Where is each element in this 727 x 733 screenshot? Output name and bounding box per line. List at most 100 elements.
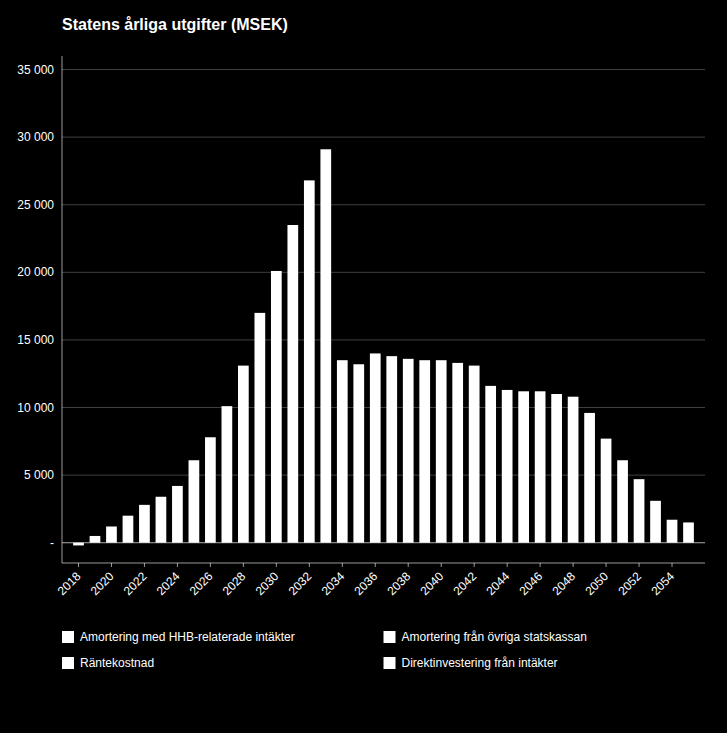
bar (584, 413, 595, 543)
x-tick (441, 563, 442, 567)
x-tick (243, 563, 244, 567)
bar (485, 386, 496, 543)
grid-line (62, 339, 705, 340)
bar (287, 225, 298, 543)
bar (320, 149, 331, 542)
bar (238, 366, 249, 543)
bar (403, 359, 414, 543)
grid-line (62, 542, 705, 543)
bar (650, 501, 661, 543)
bar (518, 391, 529, 542)
bar (156, 497, 167, 543)
y-tick-label: 5 000 (24, 468, 54, 482)
grid-line (62, 204, 705, 205)
bar (419, 360, 430, 543)
bar (617, 460, 628, 542)
legend-swatch (62, 631, 74, 643)
y-axis-line (62, 56, 63, 563)
bar (123, 516, 134, 543)
x-tick-label: 2020 (88, 569, 117, 598)
x-tick-label: 2052 (615, 569, 644, 598)
bar (502, 390, 513, 543)
x-tick (375, 563, 376, 567)
x-tick (507, 563, 508, 567)
chart-container: Statens årliga utgifter (MSEK) - 5 000 10 0… (0, 0, 727, 733)
bar (535, 391, 546, 542)
title: Statens årliga utgifter (MSEK) (62, 16, 288, 33)
bar (452, 363, 463, 543)
x-tick-label: 2022 (121, 569, 150, 598)
x-tick (573, 563, 574, 567)
legend-swatch (384, 631, 396, 643)
x-tick-label: 2034 (319, 569, 348, 598)
x-tick-label: 2024 (154, 569, 183, 598)
zero-line (62, 542, 705, 543)
legend-label: Amortering från övriga statskassan (402, 630, 587, 644)
bar (106, 526, 117, 542)
x-tick (144, 563, 145, 567)
legend-swatch (384, 657, 396, 669)
x-tick (606, 563, 607, 567)
bar (667, 520, 678, 543)
x-tick-label: 2026 (187, 569, 216, 598)
y-tick-label: - (50, 536, 54, 550)
bar (469, 366, 480, 543)
x-tick-label: 2032 (286, 569, 315, 598)
grid-line (62, 272, 705, 273)
x-tick (474, 563, 475, 567)
background (0, 0, 727, 733)
x-tick-label: 2054 (648, 569, 677, 598)
bar (568, 397, 579, 543)
x-tick (672, 563, 673, 567)
bar (304, 180, 315, 542)
bar (353, 364, 364, 542)
bar (172, 486, 183, 543)
x-tick (639, 563, 640, 567)
y-tick-label: 10 000 (17, 401, 54, 415)
bar (271, 271, 282, 543)
legend-label: Räntekostnad (80, 656, 154, 670)
bar (370, 353, 381, 542)
x-tick (78, 563, 79, 567)
bar (386, 356, 397, 543)
x-tick (309, 563, 310, 567)
grid-line (62, 407, 705, 408)
bar (436, 360, 447, 543)
y-tick-label: 20 000 (17, 265, 54, 279)
bar (222, 406, 233, 543)
bar (683, 522, 694, 542)
legend: Amortering med HHB-relaterade intäkter Am… (62, 630, 587, 670)
x-tick-label: 2038 (385, 569, 414, 598)
bar (634, 479, 645, 543)
bar (205, 437, 216, 542)
x-tick-label: 2044 (483, 569, 512, 598)
y-tick-labels: -5 00010 00015 00020 00025 00030 00035 0… (17, 63, 54, 550)
bars (73, 149, 694, 545)
grid-line (62, 69, 705, 70)
bar (139, 505, 150, 543)
y-grid (62, 70, 705, 543)
grid-line (62, 137, 705, 138)
y-tick-label: 35 000 (17, 63, 54, 77)
x-tick-label: 2030 (253, 569, 282, 598)
y-tick-label: 25 000 (17, 198, 54, 212)
bar (601, 439, 612, 543)
x-tick-label: 2042 (451, 569, 480, 598)
bar (254, 313, 265, 543)
x-axis-line (62, 563, 705, 564)
x-tick-labels: 2018202020222024202620282030203220342036… (55, 563, 678, 598)
x-tick (210, 563, 211, 567)
bar (189, 460, 200, 542)
y-tick-label: 30 000 (17, 130, 54, 144)
x-tick (342, 563, 343, 567)
legend-label: Amortering med HHB-relaterade intäkter (80, 630, 295, 644)
x-tick-label: 2028 (220, 569, 249, 598)
x-tick-label: 2048 (549, 569, 578, 598)
x-tick (276, 563, 277, 567)
x-tick-label: 2046 (516, 569, 545, 598)
x-tick-label: 2040 (418, 569, 447, 598)
bar (337, 360, 348, 543)
x-tick (177, 563, 178, 567)
legend-swatch (62, 657, 74, 669)
x-tick-label: 2036 (352, 569, 381, 598)
